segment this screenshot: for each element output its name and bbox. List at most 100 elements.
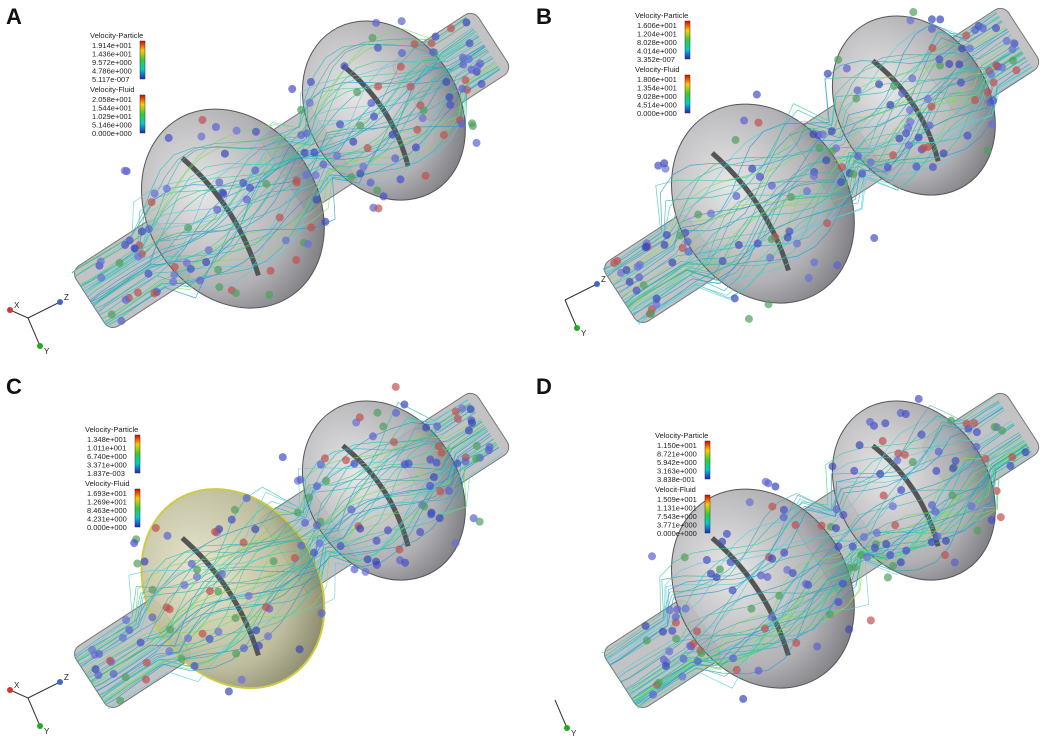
particle [458, 53, 467, 62]
legend-value: 1.914e+001 [92, 41, 132, 50]
particle [678, 244, 687, 253]
particle [304, 240, 313, 249]
particle [914, 394, 923, 403]
particle [262, 179, 271, 188]
particle [927, 15, 936, 24]
particle [461, 76, 470, 85]
particle [872, 528, 881, 537]
particle [945, 59, 954, 68]
particle [804, 273, 813, 282]
particle [983, 146, 992, 155]
legend-value: 1.029e+001 [92, 112, 132, 121]
particle [302, 129, 311, 138]
color-bar [684, 20, 691, 60]
streamline [95, 51, 490, 310]
particle [728, 586, 737, 595]
particle [464, 55, 473, 64]
particle [252, 626, 261, 635]
streamline [89, 44, 485, 301]
particle [732, 665, 741, 674]
particle [196, 276, 205, 285]
particle [828, 147, 837, 156]
particle [825, 610, 834, 619]
particle [815, 144, 824, 153]
particle [411, 143, 420, 152]
legend-title: Velocity-Fluid [635, 65, 680, 74]
particle [809, 172, 818, 181]
particle [732, 191, 741, 200]
particle [445, 93, 454, 102]
streamline [76, 402, 471, 661]
streamline [631, 444, 1028, 700]
particle [886, 100, 895, 109]
legend: Velocity-Particle1.150e+0018.721e+0005.9… [655, 431, 711, 538]
particle [786, 192, 795, 201]
particle [125, 236, 134, 245]
legend-value: 1.693e+001 [87, 489, 127, 498]
axis-tip [574, 325, 580, 331]
legend-value: 8.028e+000 [637, 38, 677, 47]
particle [367, 99, 376, 108]
streamline [101, 62, 497, 320]
particle [186, 264, 195, 273]
particle [192, 572, 201, 581]
particle [838, 163, 847, 172]
particle [116, 696, 125, 705]
color-bar [134, 488, 141, 528]
particle [902, 546, 911, 555]
particle [971, 96, 980, 105]
particle [416, 528, 425, 537]
streamline [632, 60, 1028, 316]
particle [956, 78, 965, 87]
particle [281, 236, 290, 245]
particle [265, 290, 274, 299]
streamline [79, 407, 474, 665]
particle [941, 536, 950, 545]
axis-label: Y [44, 727, 50, 736]
axis-tip [594, 281, 600, 287]
particle [302, 170, 311, 179]
particle [900, 450, 909, 459]
particle [948, 464, 957, 473]
particle [785, 227, 794, 236]
streamline [603, 15, 999, 271]
axis-line [27, 301, 61, 319]
streamline [87, 41, 483, 298]
particle [356, 524, 365, 533]
particle [190, 662, 199, 671]
particle [239, 644, 248, 653]
particle [928, 43, 937, 52]
particle [836, 178, 845, 187]
particle [951, 456, 960, 465]
particle [426, 481, 435, 490]
particle [658, 627, 667, 636]
particle [866, 158, 875, 167]
axis-tip [57, 679, 63, 685]
color-bar [684, 74, 691, 114]
streamline [103, 444, 498, 702]
particle [133, 288, 142, 297]
streamline [618, 38, 1014, 295]
particle [372, 557, 381, 566]
particle [350, 459, 359, 468]
streamline [93, 49, 488, 306]
particle [359, 162, 368, 171]
streamline [637, 450, 1032, 708]
streamline [85, 39, 481, 295]
panel: C Velocity-Particle1.348e+0011.011e+0016.… [6, 374, 510, 736]
particle [989, 96, 998, 105]
particle [783, 233, 792, 242]
particle [845, 625, 854, 634]
particle [142, 658, 151, 667]
streamline [625, 432, 1020, 690]
streamline [630, 440, 1026, 697]
particle [187, 559, 196, 568]
particle [775, 591, 784, 600]
streamline [637, 451, 1032, 708]
particle [679, 654, 688, 663]
particle [356, 169, 365, 178]
particle [927, 102, 936, 111]
particle [940, 550, 949, 559]
streamline [620, 424, 1015, 683]
particle [231, 289, 240, 298]
